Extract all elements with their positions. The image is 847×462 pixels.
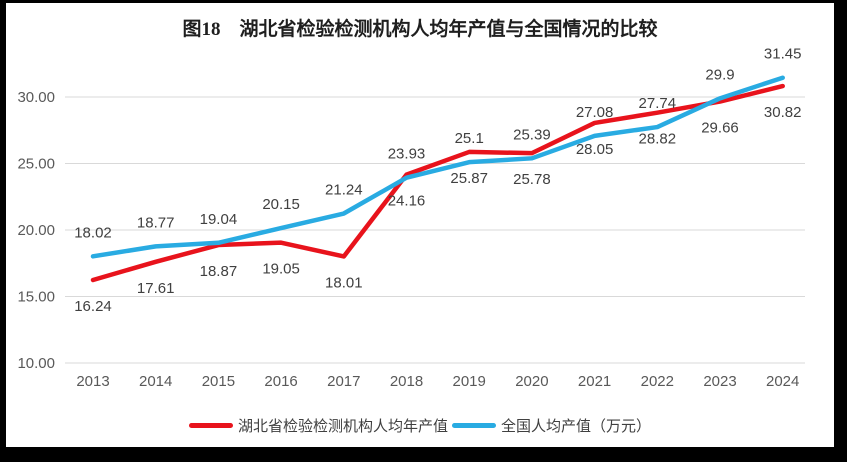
- data-label: 16.24: [74, 298, 112, 315]
- data-label: 28.82: [639, 131, 677, 148]
- data-label: 23.93: [388, 146, 426, 163]
- data-label: 25.1: [455, 130, 484, 147]
- legend-line-swatch-red: [188, 423, 233, 428]
- chart-title: 图18 湖北省检验检测机构人均年产值与全国情况的比较: [182, 19, 658, 40]
- legend-line-swatch-blue: [452, 423, 496, 428]
- data-label: 18.02: [74, 224, 112, 241]
- x-tick-label: 2015: [202, 373, 235, 390]
- series-line-national: [90, 75, 785, 259]
- data-label: 17.61: [137, 280, 175, 297]
- legend-label-national: 全国人均产值（万元）: [501, 418, 652, 435]
- data-label: 27.74: [639, 95, 677, 112]
- y-tick-label: 10.00: [17, 355, 55, 372]
- data-label: 19.04: [200, 211, 238, 228]
- data-label: 20.15: [262, 196, 300, 213]
- x-tick-label: 2014: [139, 373, 172, 390]
- legend: 湖北省检验检测机构人均年产值 全国人均产值（万元）: [6, 415, 834, 436]
- x-tick-label: 2020: [515, 373, 548, 390]
- x-tick-label: 2021: [578, 373, 611, 390]
- legend-label-hubei: 湖北省检验检测机构人均年产值: [237, 418, 448, 435]
- data-label: 18.77: [137, 214, 175, 231]
- y-tick-label: 15.00: [17, 289, 55, 306]
- plot-area: 10.00 15.00 20.00 25.00 30.00 2013 2014 2015 201…: [17, 46, 805, 390]
- x-tick-label: 2024: [766, 373, 799, 390]
- x-tick-label: 2016: [264, 373, 297, 390]
- series-line-hubei: [90, 83, 785, 283]
- x-tick-label: 2019: [453, 373, 486, 390]
- data-label: 25.78: [513, 171, 551, 188]
- x-tick-label: 2013: [76, 373, 109, 390]
- chart-canvas: 图18 湖北省检验检测机构人均年产值与全国情况的比较 10.00 15.00 20.…: [6, 3, 834, 447]
- data-label: 29.66: [701, 120, 739, 137]
- x-tick-label: 2018: [390, 373, 423, 390]
- legend-item-national: 全国人均产值（万元）: [452, 415, 651, 436]
- data-label: 19.05: [262, 261, 300, 278]
- data-label: 27.08: [576, 104, 614, 121]
- legend-item-hubei: 湖北省检验检测机构人均年产值: [188, 415, 448, 436]
- y-tick-label: 20.00: [17, 222, 55, 239]
- data-label: 18.87: [200, 263, 238, 280]
- y-tick-label: 25.00: [17, 156, 55, 173]
- data-label: 30.82: [764, 104, 802, 121]
- data-label: 24.16: [388, 193, 426, 210]
- x-tick-label: 2017: [327, 373, 360, 390]
- data-label: 25.87: [450, 170, 488, 187]
- data-label: 21.24: [325, 182, 363, 199]
- data-label: 25.39: [513, 126, 551, 143]
- x-tick-label: 2023: [703, 373, 736, 390]
- y-tick-label: 30.00: [17, 89, 55, 106]
- x-tick-label: 2022: [641, 373, 674, 390]
- data-label: 28.05: [576, 141, 614, 158]
- data-label: 29.9: [705, 66, 734, 83]
- data-label: 31.45: [764, 46, 802, 63]
- data-label: 18.01: [325, 274, 363, 291]
